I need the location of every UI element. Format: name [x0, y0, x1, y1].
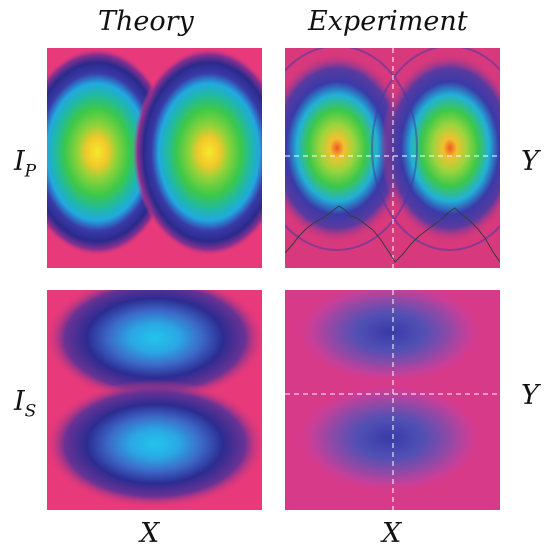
right-lobe	[133, 48, 262, 256]
exp-bottom-lobe	[295, 382, 485, 494]
bottom-lobe	[47, 380, 262, 508]
y-axis-label-bottom: Y	[521, 380, 539, 411]
intensity-profile	[285, 205, 500, 263]
is-row-label: IS	[14, 386, 37, 422]
x-axis-label-experiment: X	[382, 518, 402, 549]
x-axis-label-theory: X	[140, 518, 160, 549]
theory-is-image	[47, 290, 262, 510]
theory-column-title: Theory	[98, 6, 194, 37]
theory-ip-image	[47, 48, 262, 268]
experiment-is-panel	[285, 290, 500, 510]
theory-ip-panel	[47, 48, 262, 268]
exp-right-lobe	[380, 53, 500, 243]
theory-is-panel	[47, 290, 262, 510]
experiment-ip-panel	[285, 48, 500, 268]
exp-left-lobe	[285, 53, 409, 243]
left-lobe	[47, 48, 173, 256]
experiment-ip-image	[285, 48, 500, 268]
exp-top-lobe	[295, 290, 485, 384]
experiment-column-title: Experiment	[308, 6, 468, 37]
top-lobe	[47, 290, 262, 402]
experiment-is-image	[285, 290, 500, 510]
ip-row-label: IP	[14, 146, 37, 182]
y-axis-label-top: Y	[521, 146, 539, 177]
